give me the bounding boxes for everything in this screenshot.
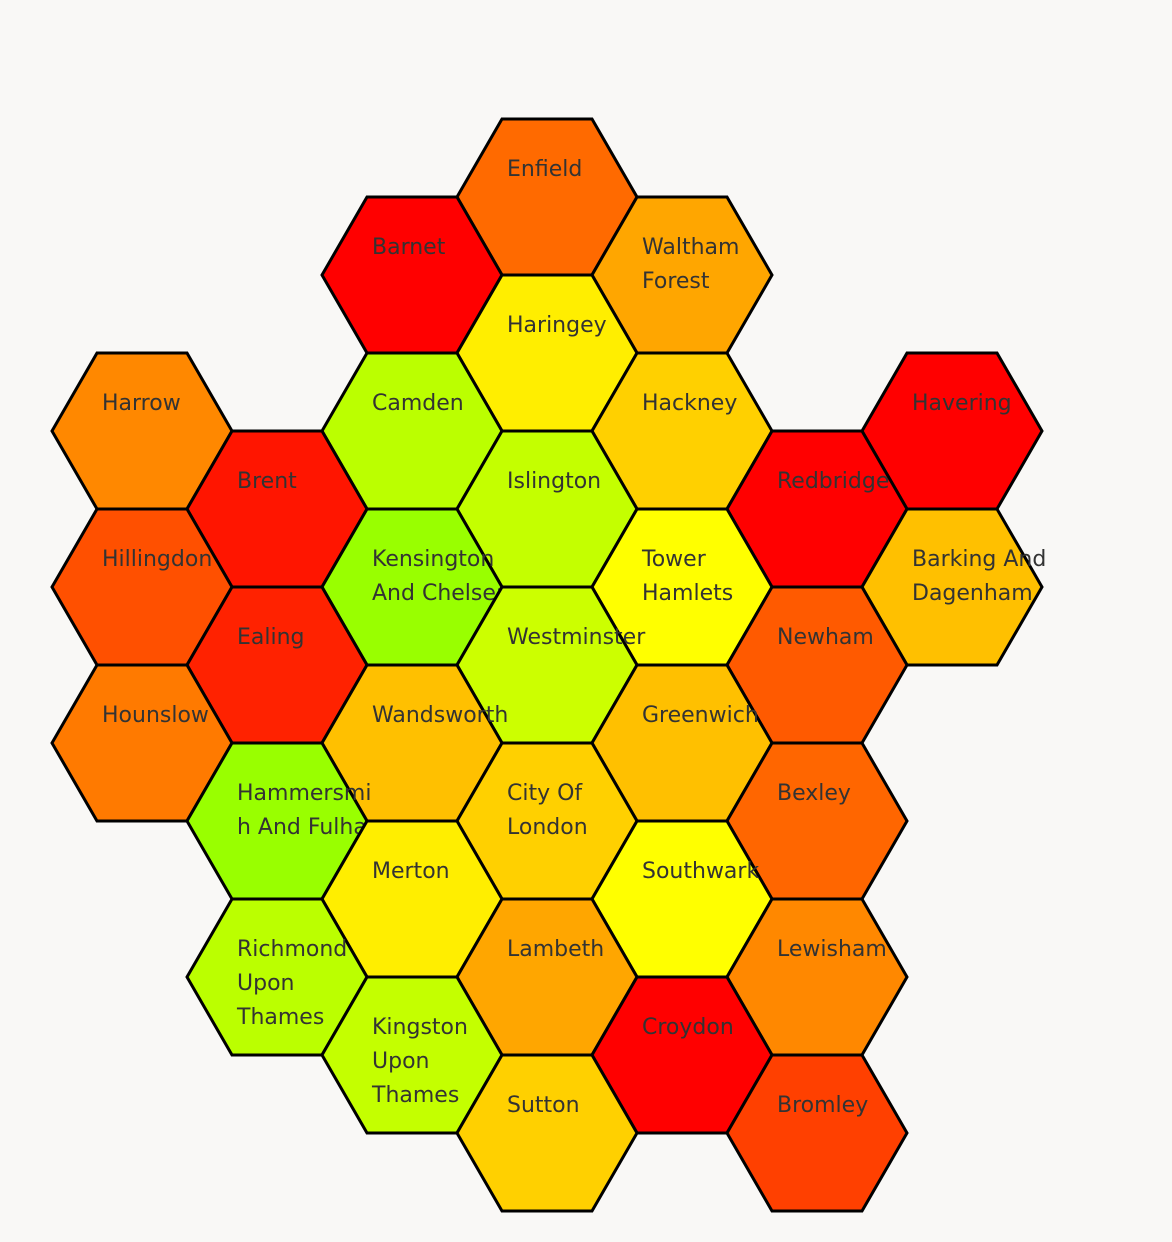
- hex-sutton: Sutton: [455, 1053, 639, 1213]
- borough-label: Hillingdon: [102, 547, 212, 572]
- borough-label: Bromley: [777, 1093, 868, 1118]
- hex-haringey: Haringey: [455, 273, 639, 433]
- hex-tiles: Enfield Barnet Waltham Forest Haringey Harrow…: [50, 117, 1046, 1213]
- borough-label: Bexley: [777, 781, 851, 806]
- hex-harrow: Harrow: [50, 351, 234, 511]
- hex-kingston-upon-thames: Kingston Upon Thames: [320, 975, 504, 1135]
- borough-label: Kensington: [372, 547, 494, 572]
- borough-label: Richmond: [237, 937, 347, 962]
- borough-label: City Of: [507, 781, 583, 806]
- borough-label: London: [507, 815, 588, 840]
- borough-label: And Chelsea: [372, 581, 509, 606]
- borough-label: Hackney: [642, 391, 737, 416]
- borough-label: Croydon: [642, 1015, 734, 1040]
- borough-label: Sutton: [507, 1093, 580, 1118]
- hex-bexley: Bexley: [725, 741, 909, 901]
- borough-label: Haringey: [507, 313, 607, 338]
- hex-hillingdon: Hillingdon: [50, 507, 234, 667]
- hex-wandsworth: Wandsworth: [320, 663, 508, 823]
- borough-label: Hounslow: [102, 703, 209, 728]
- hex-lewisham: Lewisham: [725, 897, 909, 1057]
- hex-tile: [725, 1053, 909, 1213]
- borough-label: Thames: [236, 1005, 324, 1030]
- hex-bromley: Bromley: [725, 1053, 909, 1213]
- borough-label: Camden: [372, 391, 464, 416]
- borough-label: Enfield: [507, 157, 582, 182]
- borough-label: Upon: [372, 1049, 429, 1074]
- hex-greenwich: Greenwich: [590, 663, 774, 823]
- borough-label: Thames: [371, 1083, 459, 1108]
- borough-label: Lambeth: [507, 937, 604, 962]
- hex-southwark: Southwark: [590, 819, 774, 979]
- hex-barking-and-dagenham: Barking And Dagenham: [860, 507, 1046, 667]
- borough-label: Tower: [641, 547, 707, 572]
- borough-label: Dagenham: [912, 581, 1033, 606]
- borough-label: Wandsworth: [372, 703, 508, 728]
- borough-label: Kingston: [372, 1015, 468, 1040]
- hex-hounslow: Hounslow: [50, 663, 234, 823]
- borough-label: Hamlets: [642, 581, 733, 606]
- borough-label: Islington: [507, 469, 601, 494]
- borough-label: Lewisham: [777, 937, 887, 962]
- borough-label: Forest: [642, 269, 710, 294]
- borough-label: Brent: [237, 469, 297, 494]
- hex-lambeth: Lambeth: [455, 897, 639, 1057]
- borough-label: Havering: [912, 391, 1012, 416]
- borough-label: Upon: [237, 971, 294, 996]
- hex-tower-hamlets: Tower Hamlets: [590, 507, 774, 667]
- borough-label: Ealing: [237, 625, 305, 650]
- borough-label: Merton: [372, 859, 450, 884]
- borough-label: Southwark: [642, 859, 759, 884]
- hex-tile: [455, 1053, 639, 1213]
- borough-label: Harrow: [102, 391, 181, 416]
- borough-label: Barking And: [912, 547, 1046, 572]
- borough-label: Greenwich: [642, 703, 759, 728]
- borough-label: Newham: [777, 625, 874, 650]
- hex-richmond-upon-thames: Richmond Upon Thames: [185, 897, 369, 1057]
- borough-label: Redbridge: [777, 469, 889, 494]
- hex-westminster: Westminster: [455, 585, 646, 745]
- borough-label: Barnet: [372, 235, 446, 260]
- hex-kensington-and-chelsea: Kensington And Chelsea: [320, 507, 509, 667]
- borough-label: Westminster: [507, 625, 646, 650]
- borough-label: Waltham: [642, 235, 739, 260]
- borough-label: Hammersmi: [237, 781, 371, 806]
- hex-barnet: Barnet: [320, 195, 504, 355]
